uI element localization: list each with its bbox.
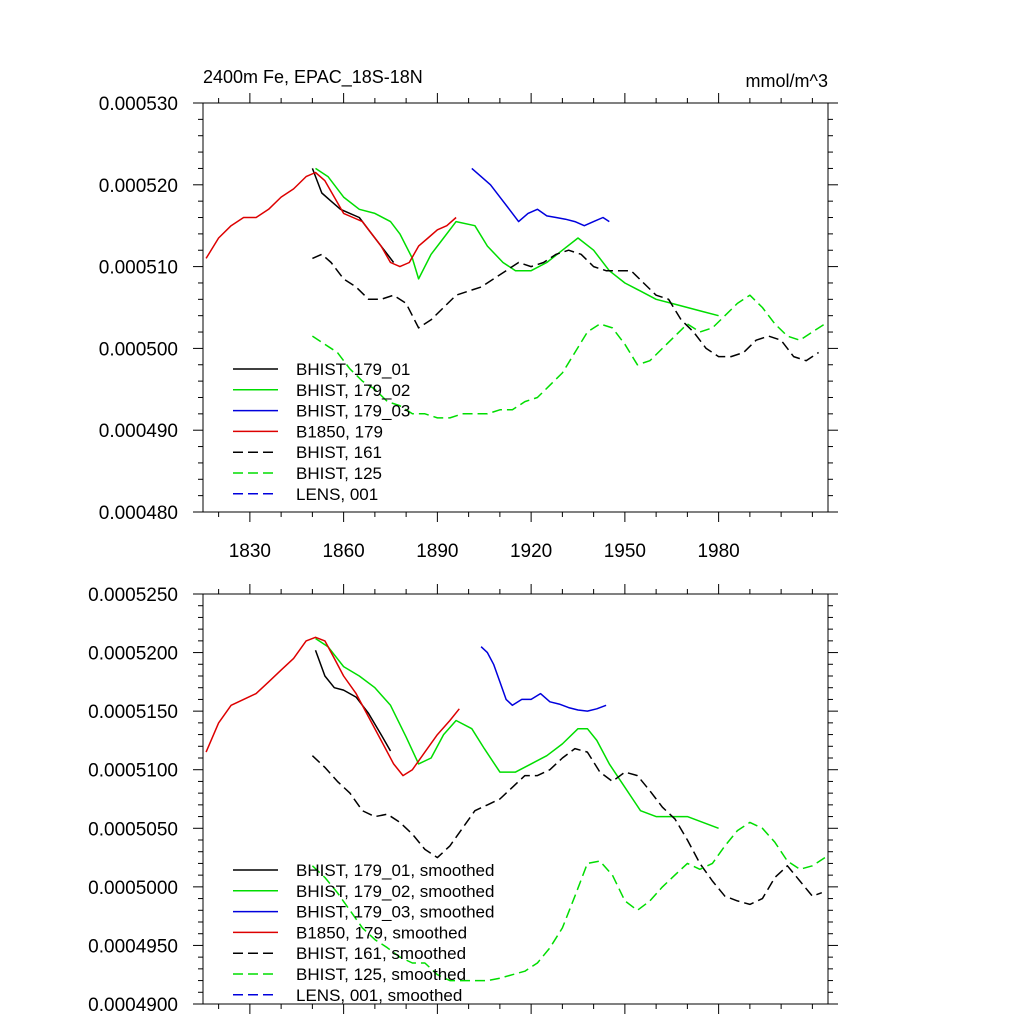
y-tick-label: 0.0005100 (88, 761, 178, 782)
series-line (311, 747, 823, 906)
legend-label: BHIST, 125 (296, 464, 382, 483)
series-line (471, 167, 610, 227)
y-tick-label: 0.0005150 (88, 702, 178, 723)
series-line (480, 646, 607, 712)
legend-label: B1850, 179 (296, 422, 383, 441)
legend-label: BHIST, 179_03 (296, 402, 410, 421)
legend-label: BHIST, 161, smoothed (296, 944, 466, 963)
plot-frame (202, 102, 829, 513)
bottom-panel: 0.0004900 0.0004950 0.0005000 0.0005050 0.00… (88, 584, 838, 1016)
legend-label: BHIST, 125, smoothed (296, 965, 466, 984)
legend-label: BHIST, 179_01, smoothed (296, 861, 494, 880)
series-line (205, 636, 460, 777)
y-tick-label: 0.000480 (99, 503, 178, 524)
y-tick-label: 0.000530 (99, 94, 178, 115)
legend-label: BHIST, 179_03, smoothed (296, 903, 494, 922)
legend-label: LENS, 001, smoothed (296, 986, 462, 1005)
units-label: mmol/m^3 (746, 71, 828, 91)
series-line (205, 171, 457, 268)
legend-label: LENS, 001 (296, 485, 378, 504)
series-line (314, 649, 392, 752)
series-line (311, 821, 826, 982)
x-tick-label: 1950 (604, 541, 646, 562)
legend-label: BHIST, 179_02, smoothed (296, 882, 494, 901)
y-tick-label: 0.0005200 (88, 644, 178, 665)
y-tick-label: 0.000500 (99, 339, 178, 360)
top-panel: 1830 1860 1890 1920 1950 1980 0.000480 0.000490… (99, 67, 838, 562)
y-tick-label: 0.0005050 (88, 819, 178, 840)
legend-label: BHIST, 161 (296, 443, 382, 462)
legend-label: BHIST, 179_01 (296, 360, 410, 379)
series-line (312, 249, 820, 362)
x-tick-label: 1980 (697, 541, 739, 562)
y-tick-label: 0.0005250 (88, 585, 178, 606)
x-tick-label: 1890 (416, 541, 458, 562)
y-tick-label: 0.0004900 (88, 995, 178, 1016)
x-tick-label: 1860 (322, 541, 364, 562)
plot-frame (202, 593, 829, 1005)
series-line (311, 168, 395, 263)
y-tick-label: 0.000510 (99, 258, 178, 279)
chart-title: 2400m Fe, EPAC_18S-18N (203, 67, 423, 88)
series-line (315, 167, 719, 317)
y-tick-label: 0.0005000 (88, 878, 178, 899)
y-tick-label: 0.0004950 (88, 936, 178, 957)
y-tick-label: 0.000520 (99, 176, 178, 197)
legend-label: BHIST, 179_02 (296, 381, 410, 400)
series-line (311, 294, 826, 419)
x-tick-label: 1830 (229, 541, 271, 562)
x-tick-label: 1920 (510, 541, 552, 562)
y-tick-label: 0.000490 (99, 421, 178, 442)
series-line (315, 637, 719, 830)
legend-label: B1850, 179, smoothed (296, 923, 467, 942)
